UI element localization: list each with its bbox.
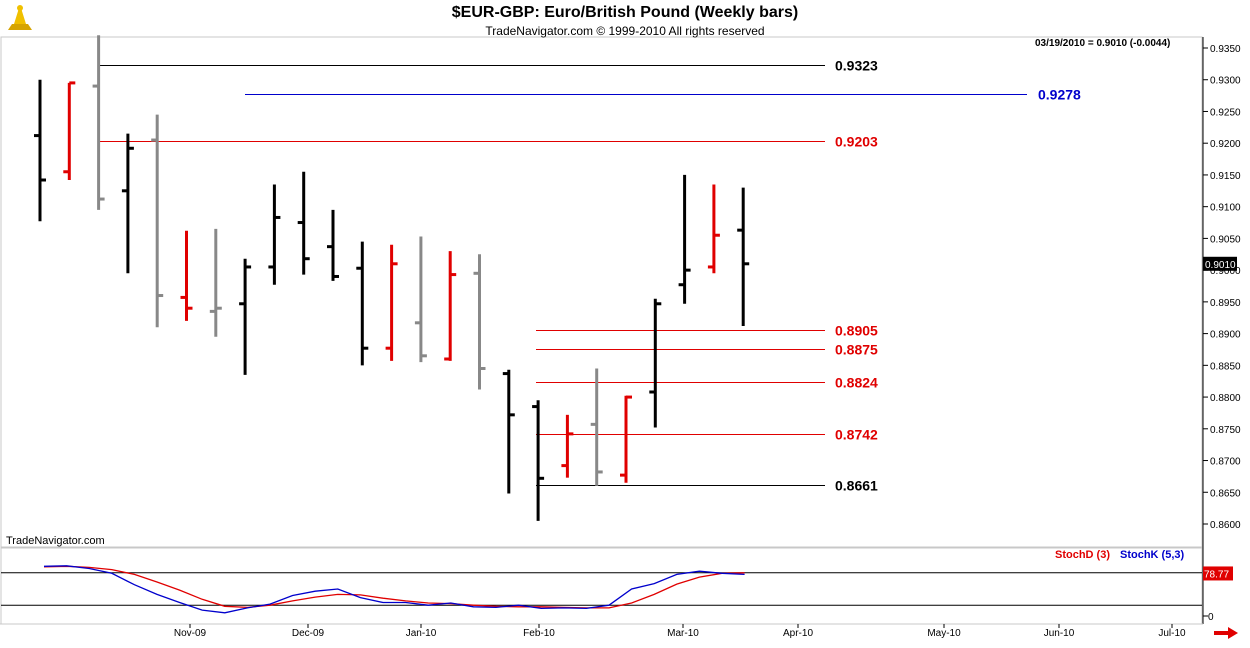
- time-label: Jan-10: [406, 628, 437, 639]
- price-level-label: 0.8875: [835, 342, 878, 358]
- ohlc-bar: [473, 254, 486, 390]
- stoch-zero-label: 0: [1208, 612, 1214, 623]
- price-tick-label: 0.8800: [1210, 393, 1241, 404]
- time-label: Nov-09: [174, 628, 207, 639]
- price-level-label: 0.9323: [835, 58, 878, 74]
- legend-stochd[interactable]: StochD (3): [1055, 549, 1110, 561]
- ohlc-bar: [209, 228, 222, 337]
- time-label: Dec-09: [292, 628, 325, 639]
- ohlc-bar: [297, 171, 310, 275]
- stochd-line: [43, 565, 745, 609]
- time-label: Jun-10: [1044, 628, 1075, 639]
- stochk-line: [43, 565, 745, 614]
- ohlc-bar: [385, 244, 398, 361]
- ohlc-bar: [151, 114, 164, 328]
- price-tick-label: 0.8600: [1210, 520, 1241, 531]
- time-label: Feb-10: [523, 628, 555, 639]
- ohlc-bar: [239, 258, 252, 375]
- ohlc-bar: [327, 209, 339, 281]
- price-tick-label: 0.9300: [1210, 76, 1241, 87]
- chart-title: $EUR-GBP: Euro/British Pound (Weekly bar…: [451, 4, 799, 21]
- ohlc-bar: [532, 400, 545, 521]
- ohlc-bar: [121, 133, 134, 274]
- ohlc-bar: [414, 236, 427, 363]
- time-label: May-10: [927, 628, 961, 639]
- ohlc-bar: [180, 230, 193, 321]
- price-panel-border: [0, 36, 1203, 548]
- price-tick-label: 0.8700: [1210, 457, 1241, 468]
- ohlc-bar: [590, 368, 603, 486]
- price-tick-label: 0.9150: [1210, 171, 1241, 182]
- chart-subtitle: TradeNavigator.com © 1999-2010 All right…: [485, 24, 765, 38]
- ohlc-bar: [561, 414, 574, 478]
- scroll-right-arrow-icon[interactable]: [1214, 627, 1238, 639]
- price-tick-label: 0.9250: [1210, 107, 1241, 118]
- ohlc-bar: [620, 395, 632, 483]
- price-tick-label: 0.8750: [1210, 425, 1241, 436]
- price-tick-label: 0.9200: [1210, 139, 1241, 150]
- price-tick-label: 0.8950: [1210, 298, 1241, 309]
- current-price-label: 0.9010: [1205, 260, 1236, 271]
- current-price-marker: 0.9010: [1203, 256, 1237, 271]
- price-levels: 0.9323 0.9278 0.9203 0.8905 0.8875 0.8824 0.87…: [100, 58, 1081, 494]
- price-tick-label: 0.9100: [1210, 203, 1241, 214]
- price-level-label: 0.8661: [835, 478, 878, 494]
- price-level-label: 0.8742: [835, 427, 878, 443]
- stoch-value-box: [1203, 566, 1233, 581]
- price-level-label: 0.8824: [835, 375, 878, 391]
- ohlc-bar: [63, 81, 76, 181]
- price-level-label: 0.8905: [835, 323, 878, 339]
- ohlc-bar: [92, 35, 105, 210]
- price-tick-label: 0.9350: [1210, 44, 1241, 55]
- ohlc-bar: [649, 298, 662, 428]
- ohlc-bars: [34, 35, 750, 521]
- ohlc-bar: [707, 184, 720, 274]
- current-price-box: [1203, 256, 1237, 271]
- ohlc-bar: [34, 79, 46, 222]
- last-price-readout: 03/19/2010 = 0.9010 (-0.0044): [1035, 38, 1171, 49]
- legend-stochk[interactable]: StochK (5,3): [1120, 549, 1185, 561]
- time-axis: Nov-09 Dec-09 Jan-10 Feb-10 Mar-10 Apr-10 May-…: [174, 624, 1186, 639]
- stochastic-panel: 078.77: [1, 565, 1233, 623]
- ohlc-bar: [444, 251, 457, 361]
- time-label: Apr-10: [783, 628, 813, 639]
- price-level-label: 0.9203: [835, 134, 878, 150]
- ohlc-bar: [268, 184, 281, 285]
- ohlc-bar: [678, 174, 691, 304]
- watermark: TradeNavigator.com: [6, 535, 105, 547]
- price-tick-label: 0.9000: [1210, 266, 1241, 277]
- price-tick-label: 0.8650: [1210, 488, 1241, 499]
- ohlc-bar: [502, 369, 515, 494]
- ohlc-bar: [737, 187, 750, 326]
- stoch-value-label: 78.77: [1204, 569, 1229, 580]
- price-tick-label: 0.8900: [1210, 330, 1241, 341]
- price-tick-label: 0.9050: [1210, 234, 1241, 245]
- time-label: Jul-10: [1158, 628, 1186, 639]
- price-tick-label: 0.8850: [1210, 361, 1241, 372]
- price-level-label: 0.9278: [1038, 87, 1081, 103]
- time-label: Mar-10: [667, 628, 699, 639]
- ohlc-bar: [356, 241, 369, 366]
